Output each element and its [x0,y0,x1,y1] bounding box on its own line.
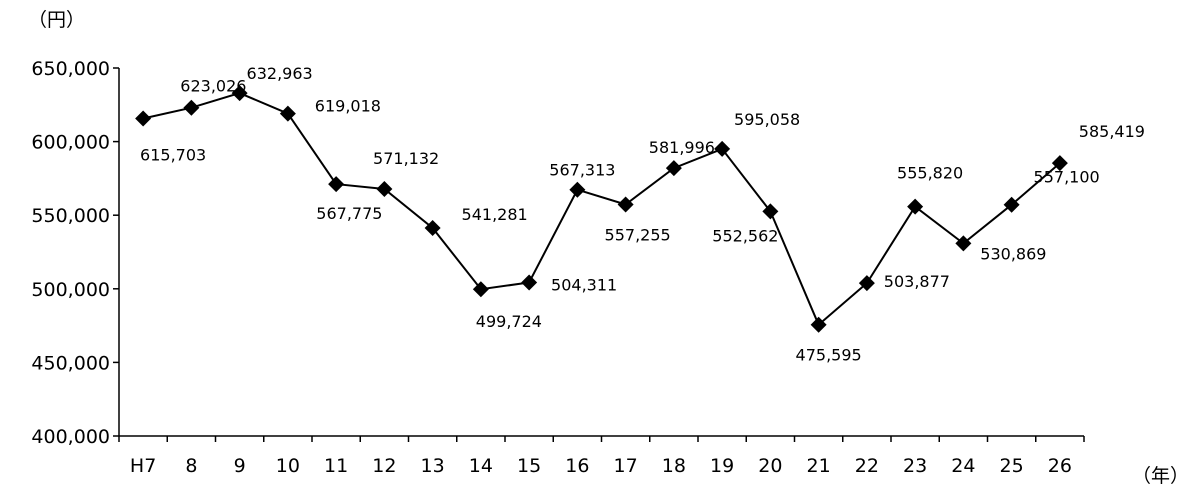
data-label: 557,255 [605,226,671,245]
data-point-marker [617,196,634,213]
x-tick-labels: H7 8 9 10 11 12 13 14 15 16 17 18 19 20 21 22 23 24 25 26 [130,455,1072,477]
x-tick-label: 14 [469,455,493,477]
data-point-marker [521,274,538,291]
x-tick-label: H7 [130,455,156,477]
y-tick-label: 450,000 [31,352,110,374]
series-line-path [142,92,1061,327]
x-tick-label: 9 [234,455,246,477]
data-point-marker [231,85,248,102]
data-point-marker [183,99,200,116]
axes [113,67,1085,442]
x-tick-label: 26 [1048,455,1072,477]
series-line [142,92,1061,327]
data-point-marker [762,203,779,220]
data-label: 499,724 [476,312,542,331]
y-tick-label: 650,000 [31,58,110,80]
x-tick-label: 18 [662,455,686,477]
data-point-marker [569,181,586,198]
data-point-marker [955,235,972,252]
x-tick-label: 25 [1000,455,1024,477]
data-label: 557,100 [1034,168,1100,187]
data-point-marker [665,160,682,177]
data-point-marker [328,176,345,193]
x-tick-label: 11 [324,455,348,477]
data-point-marker [1003,196,1020,213]
data-point-marker [1051,155,1068,172]
data-point-marker [907,198,924,215]
data-label: 571,132 [373,149,439,168]
data-label: 619,018 [315,97,381,116]
x-tick-label: 8 [185,455,197,477]
y-unit-label: （円） [28,9,85,31]
x-unit-label: （年） [1132,465,1187,486]
data-label: 595,058 [734,110,800,129]
x-tick-label: 16 [565,455,589,477]
data-label: 581,996 [649,138,715,157]
y-tick-label: 550,000 [31,205,110,227]
x-tick-label: 20 [758,455,782,477]
data-label: 585,419 [1079,122,1145,141]
y-tick-label: 500,000 [31,279,110,301]
y-tick-labels: 400,000 450,000 500,000 550,000 600,000 650,0… [31,58,110,448]
data-point-marker [858,275,875,292]
data-label: 503,877 [884,272,950,291]
data-label: 530,869 [980,244,1046,263]
x-tick-label: 21 [807,455,831,477]
data-label: 615,703 [140,145,206,164]
data-markers [135,85,1068,333]
x-tick-label: 15 [517,455,541,477]
data-label: 504,311 [551,275,617,294]
data-label: 475,595 [796,346,862,365]
x-tick-label: 12 [372,455,396,477]
x-tick-label: 22 [855,455,879,477]
data-point-marker [472,281,489,298]
data-point-marker [376,181,393,198]
data-label: 623,026 [180,77,246,96]
data-label: 632,963 [247,64,313,83]
x-tick-label: 19 [710,455,734,477]
y-tick-label: 600,000 [31,132,110,154]
x-tick-label: 13 [421,455,445,477]
x-tick-label: 23 [903,455,927,477]
x-tick-label: 17 [614,455,638,477]
data-label: 541,281 [462,205,528,224]
data-label: 552,562 [712,226,778,245]
data-point-marker [714,140,731,157]
data-point-marker [424,220,441,237]
y-tick-label: 400,000 [31,426,110,448]
data-label: 555,820 [897,164,963,183]
data-label: 567,313 [549,161,615,180]
x-tick-label: 10 [276,455,300,477]
data-label: 567,775 [316,204,382,223]
data-point-marker [279,105,296,122]
x-tick-label: 24 [951,455,975,477]
data-point-marker [810,316,827,333]
data-point-marker [135,110,152,127]
